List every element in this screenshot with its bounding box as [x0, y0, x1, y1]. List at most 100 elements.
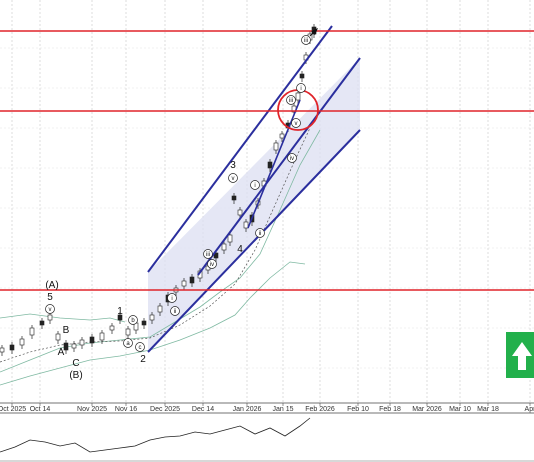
wave-label: A: [58, 347, 65, 358]
sub-wave-circle: [45, 304, 55, 314]
candle-body: [63, 342, 69, 351]
candle-body: [39, 320, 45, 326]
candle-body: [267, 161, 273, 169]
sub-wave-circle: [296, 83, 306, 93]
sub-wave-marker: i: [167, 293, 177, 303]
sub-wave-circle: [128, 315, 138, 325]
candle-body: [9, 344, 15, 351]
x-tick-label: Oct 14: [30, 406, 51, 413]
sub-wave-marker: iii: [301, 35, 311, 45]
candle-body: [29, 327, 35, 336]
wave-label: B: [63, 325, 70, 336]
sub-wave-label: iv: [290, 156, 294, 162]
candle-body: [213, 252, 219, 259]
channel-line: [197, 57, 361, 276]
wave-label: (A): [45, 280, 58, 291]
x-axis: Oct 2025 Oct 14 Nov 2025 Nov 16 Dec 2025 Dec …: [0, 402, 534, 462]
candle-body: [109, 325, 115, 331]
candle-body: [157, 305, 163, 313]
sub-wave-marker: v: [291, 118, 301, 128]
sub-wave-circle: [255, 228, 265, 238]
sub-wave-label: a: [126, 341, 130, 347]
sub-wave-marker: b: [128, 315, 138, 325]
horizontal-levels: [0, 30, 534, 291]
sub-wave-label: iii: [289, 98, 293, 104]
x-tick-label: Mar 10: [449, 406, 471, 413]
sub-wave-marker: iii: [203, 249, 213, 259]
x-tick-label: Nov 16: [115, 406, 137, 413]
candle-body: [189, 276, 195, 284]
sub-wave-label: ii: [259, 231, 262, 237]
up-arrow-icon: [309, 28, 534, 378]
sub-wave-label: iii: [206, 252, 210, 258]
sub-wave-label: v: [295, 121, 298, 127]
x-tick-label: Feb 2026: [305, 406, 335, 413]
candle-body: [117, 314, 123, 321]
sub-wave-label: iii: [304, 38, 308, 44]
sub-wave-label: i: [171, 296, 172, 302]
indicator-panel: [0, 417, 311, 453]
sub-wave-circle: [170, 306, 180, 316]
sub-wave-marker: v: [228, 173, 238, 183]
sub-wave-label: b: [131, 318, 135, 324]
x-tick-label: Feb 10: [347, 406, 369, 413]
candle-body: [231, 195, 237, 201]
channel-line: [147, 129, 361, 353]
sub-wave-label: ii: [174, 309, 177, 315]
sub-wave-label: i: [300, 86, 301, 92]
candle-body: [227, 234, 233, 243]
candle-body: [237, 209, 243, 216]
x-tick-label: Jan 15: [272, 406, 293, 413]
sub-wave-label: i: [254, 183, 255, 189]
trend-channel-fill: [148, 58, 360, 352]
x-tick-label: Mar 18: [477, 406, 499, 413]
sub-wave-circle: [203, 249, 213, 259]
candle-body: [295, 92, 301, 101]
candle-body: [79, 339, 85, 346]
oscillator-line: [0, 417, 311, 453]
candle-body: [47, 314, 53, 321]
wave-label: C: [72, 358, 79, 369]
sub-wave-marker: iii: [286, 95, 296, 105]
arrow-glyph: [512, 342, 532, 370]
x-tick-label: Oct 2025: [0, 406, 26, 413]
wave-label: 5: [47, 292, 53, 303]
sub-wave-circle: [250, 180, 260, 190]
candle-body: [279, 133, 285, 139]
sub-wave-circle: [167, 293, 177, 303]
sub-wave-label: v: [232, 176, 235, 182]
x-tick-label: Apr: [525, 406, 534, 413]
sub-wave-marker: ii: [255, 228, 265, 238]
sub-wave-marker: i: [250, 180, 260, 190]
moving-average: [0, 127, 311, 363]
candle-body: [181, 280, 187, 287]
candle-body: [125, 328, 131, 336]
x-tick-label: Dec 14: [192, 406, 214, 413]
sub-wave-circle: [207, 259, 217, 269]
channel-line: [147, 25, 333, 273]
sub-wave-circle: [286, 95, 296, 105]
wave-label: (B): [69, 370, 82, 381]
top-arrow-head: [311, 28, 318, 35]
upper-band-left: [0, 313, 126, 323]
candle-body: [273, 142, 279, 151]
sub-wave-marker: i: [296, 83, 306, 93]
sub-wave-circle: [287, 153, 297, 163]
x-tick-label: Mar 2026: [412, 406, 442, 413]
sub-wave-circle: [291, 118, 301, 128]
sub-wave-circle: [228, 173, 238, 183]
trend-channel-lines: [147, 25, 361, 353]
candle-body: [243, 221, 249, 229]
candle-body: [141, 320, 147, 326]
x-tick-label: Jan 2026: [233, 406, 262, 413]
candle-body: [89, 336, 95, 344]
candle-body: [221, 243, 227, 251]
sub-wave-circle: [123, 338, 133, 348]
candlesticks: [0, 24, 317, 356]
wave-label: 2: [140, 354, 146, 365]
candle-body: [19, 338, 25, 346]
wave-label: 3: [230, 160, 236, 171]
sub-wave-label: iv: [210, 262, 214, 268]
